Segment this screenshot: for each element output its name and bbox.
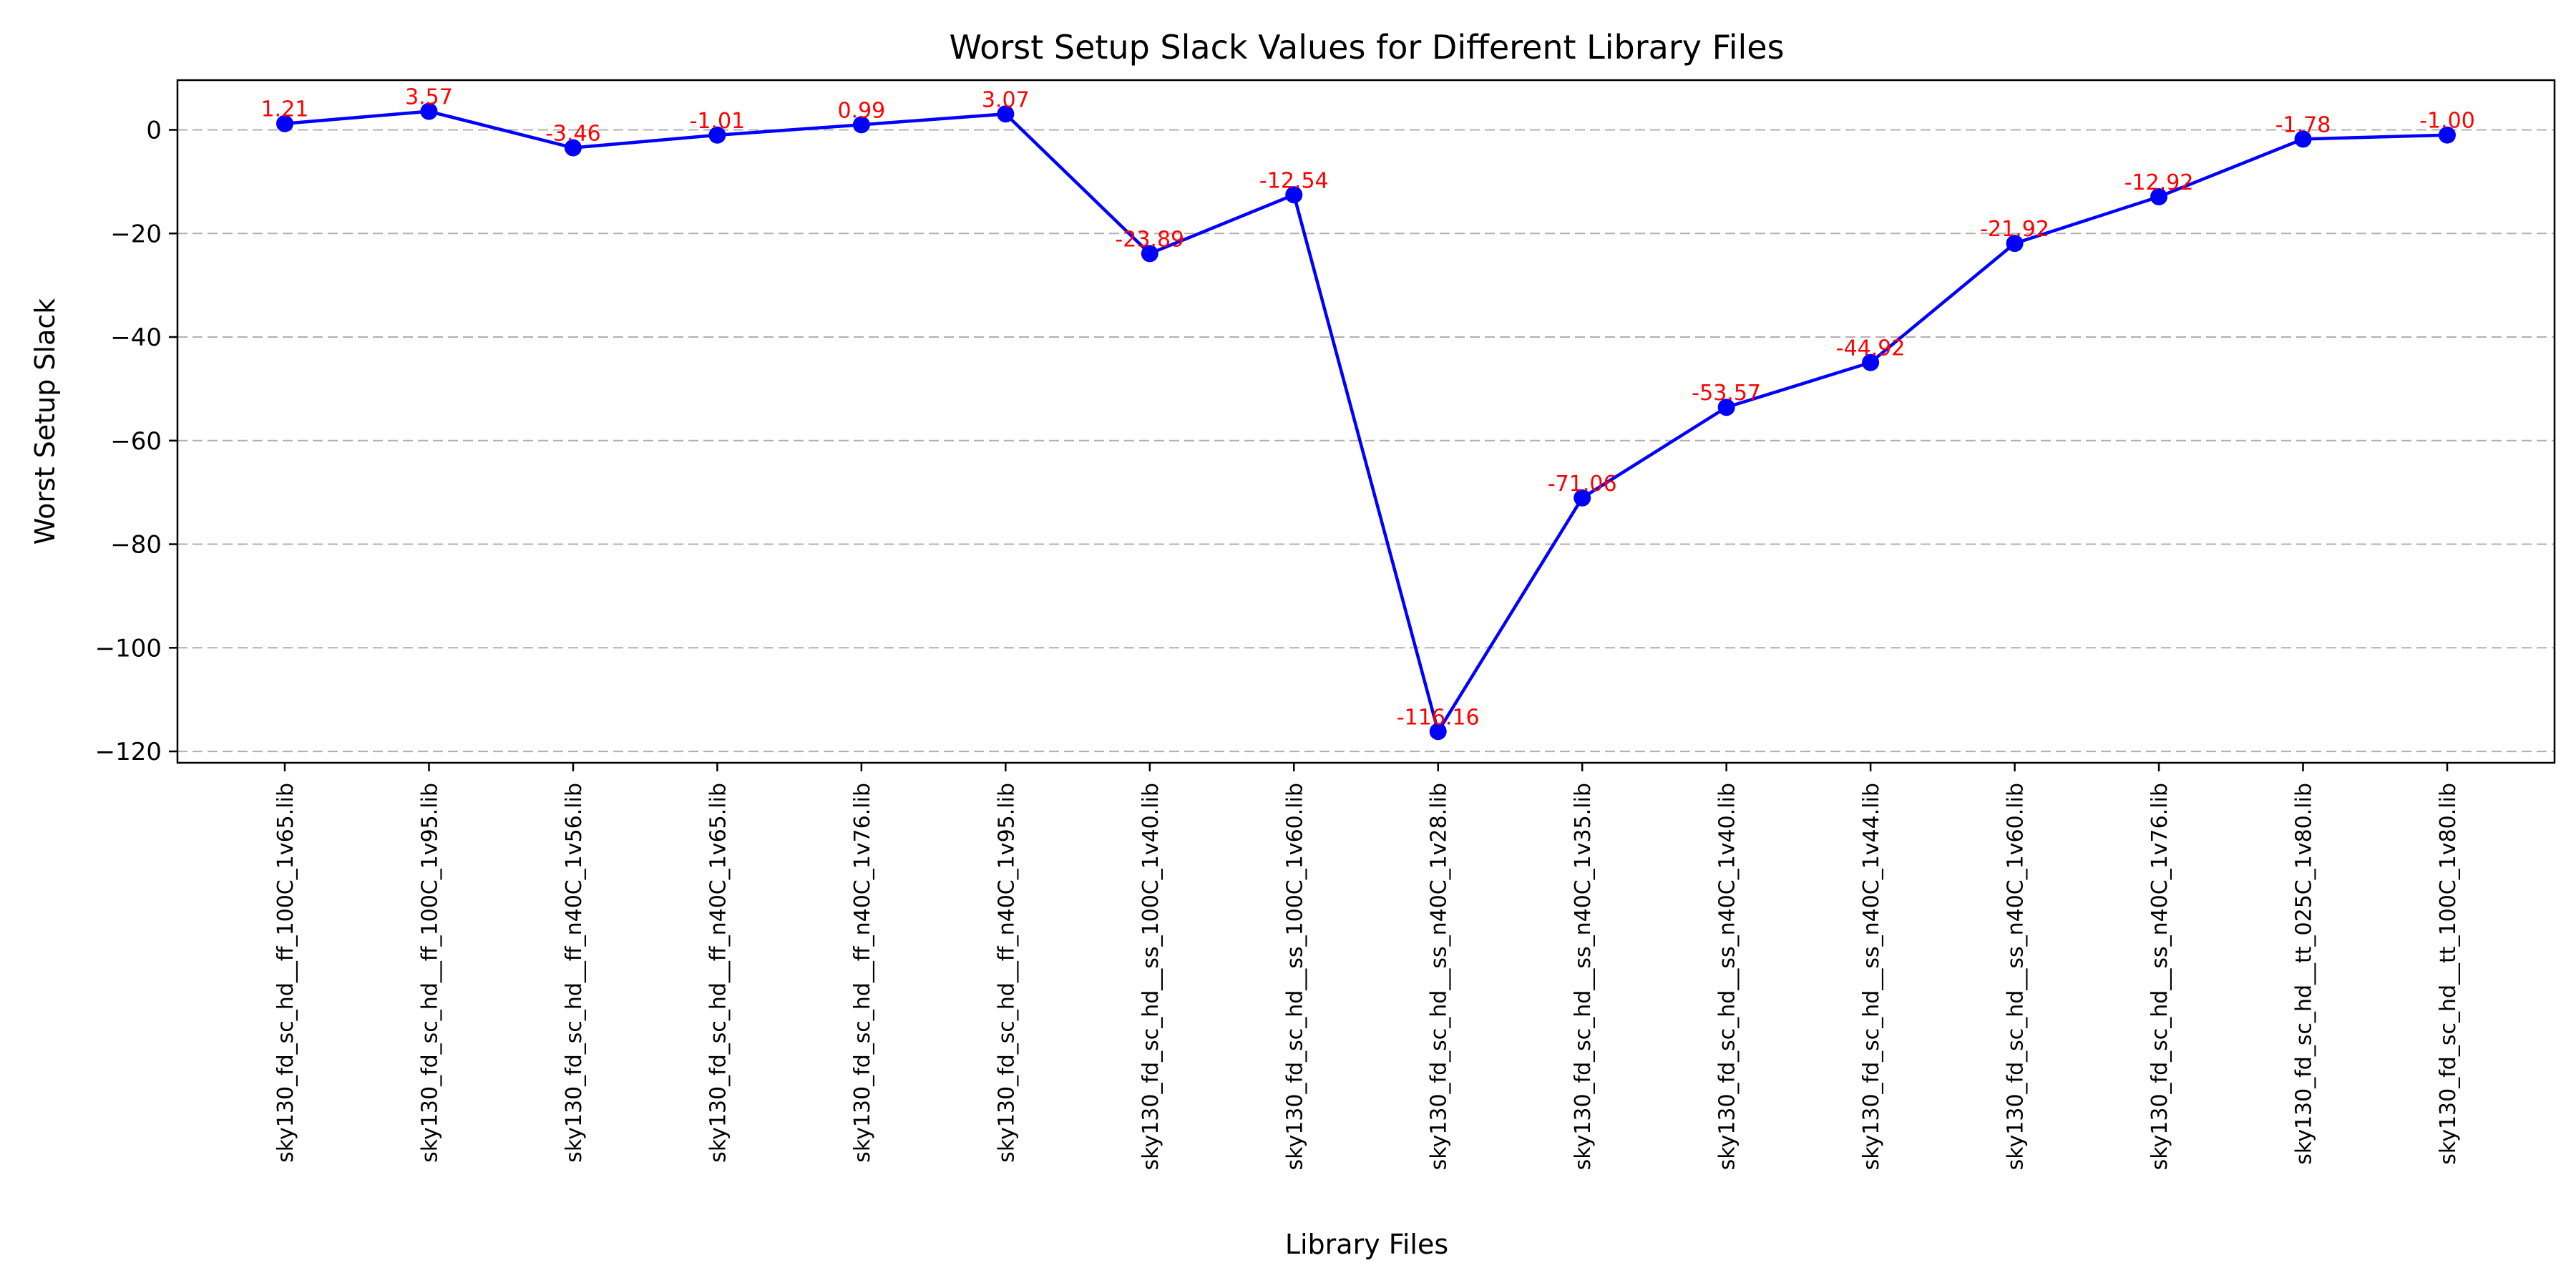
data-label: -1.00 (2419, 109, 2475, 134)
data-point (852, 116, 870, 134)
data-point (2294, 130, 2312, 148)
x-tick-label: sky130_fd_sc_hd__ff_n40C_1v76.lib (850, 783, 875, 1163)
x-tick-label: sky130_fd_sc_hd__tt_025C_1v80.lib (2292, 783, 2317, 1165)
data-label: -71.06 (1548, 472, 1617, 497)
x-tick-label: sky130_fd_sc_hd__ff_100C_1v95.lib (417, 783, 442, 1163)
data-markers (276, 102, 2456, 741)
data-label: 0.99 (837, 98, 885, 123)
x-tick-label: sky130_fd_sc_hd__ss_100C_1v40.lib (1138, 783, 1163, 1170)
y-tick-label: −100 (95, 634, 162, 663)
y-tick-label: −60 (110, 427, 162, 456)
y-tick-label: −120 (95, 738, 162, 766)
data-point (420, 102, 438, 120)
data-point (564, 139, 582, 157)
chart-title: Worst Setup Slack Values for Different L… (949, 28, 1784, 67)
data-label: -12.92 (2124, 170, 2194, 195)
data-label: -53.57 (1692, 381, 1761, 406)
grid-lines (177, 129, 2555, 753)
y-tick-label: −20 (110, 220, 162, 248)
data-point (1285, 186, 1303, 204)
data-label: -116.16 (1397, 705, 1480, 730)
x-tick-label: sky130_fd_sc_hd__ss_n40C_1v28.lib (1427, 783, 1452, 1170)
data-label: 3.57 (405, 85, 453, 110)
y-axis-label: Worst Setup Slack (29, 298, 61, 545)
x-axis: sky130_fd_sc_hd__ff_100C_1v65.lib sky130_… (273, 763, 2461, 1170)
data-point (276, 114, 293, 132)
x-tick-label: sky130_fd_sc_hd__ff_n40C_1v56.lib (562, 783, 587, 1163)
data-label: -1.01 (690, 109, 746, 134)
data-label: -3.46 (545, 122, 601, 147)
x-tick-label: sky130_fd_sc_hd__ss_n40C_1v44.lib (1859, 783, 1884, 1170)
series-line-layer (284, 109, 2448, 733)
x-tick-label: sky130_fd_sc_hd__ff_n40C_1v65.lib (706, 783, 731, 1163)
data-point (1862, 353, 1880, 371)
x-tick-label: sky130_fd_sc_hd__tt_100C_1v80.lib (2436, 783, 2461, 1165)
data-point (1717, 399, 1735, 416)
data-label: -12.54 (1259, 168, 1329, 193)
data-point (1429, 723, 1447, 741)
data-point (1141, 245, 1158, 263)
data-label: 3.07 (982, 87, 1030, 112)
data-label: 1.21 (261, 97, 309, 122)
y-tick-label: 0 (146, 116, 162, 145)
data-label: -44.92 (1836, 336, 1906, 361)
y-axis: 0 −20 −40 −60 −80 −100 −120 (95, 116, 177, 766)
x-axis-label: Library Files (1285, 1229, 1448, 1260)
y-tick-label: −40 (110, 323, 162, 352)
series-line (284, 109, 2448, 733)
data-label: -21.92 (1980, 217, 2049, 242)
data-point (708, 126, 726, 144)
x-tick-label: sky130_fd_sc_hd__ss_n40C_1v60.lib (2004, 783, 2029, 1170)
data-labels: 1.21 3.57 -3.46 -1.01 0.99 3.07 -23.89 -12.54 -1… (261, 85, 2475, 731)
plot-frame (176, 79, 2556, 764)
data-label: -1.78 (2275, 112, 2331, 137)
data-label: -23.89 (1115, 227, 1184, 252)
x-tick-label: sky130_fd_sc_hd__ss_n40C_1v76.lib (2147, 783, 2172, 1170)
data-point (2439, 126, 2456, 144)
x-tick-label: sky130_fd_sc_hd__ff_100C_1v65.lib (273, 783, 298, 1163)
x-tick-label: sky130_fd_sc_hd__ss_100C_1v60.lib (1282, 783, 1307, 1170)
data-point (997, 105, 1015, 123)
x-tick-label: sky130_fd_sc_hd__ff_n40C_1v95.lib (994, 783, 1019, 1163)
data-point (2006, 235, 2024, 253)
x-tick-label: sky130_fd_sc_hd__ss_n40C_1v40.lib (1715, 783, 1740, 1170)
data-point (1574, 489, 1591, 507)
x-tick-label: sky130_fd_sc_hd__ss_n40C_1v35.lib (1571, 783, 1596, 1170)
y-tick-label: −80 (110, 531, 162, 560)
data-point (2150, 188, 2168, 206)
